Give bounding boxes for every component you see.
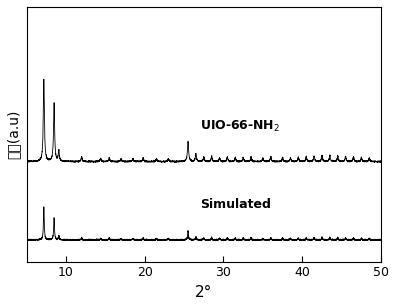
Text: UIO-66-NH$_2$: UIO-66-NH$_2$	[200, 119, 280, 134]
Y-axis label: 强度(a.u): 强度(a.u)	[7, 110, 21, 159]
Text: Simulated: Simulated	[200, 198, 271, 211]
X-axis label: 2°: 2°	[195, 285, 213, 300]
